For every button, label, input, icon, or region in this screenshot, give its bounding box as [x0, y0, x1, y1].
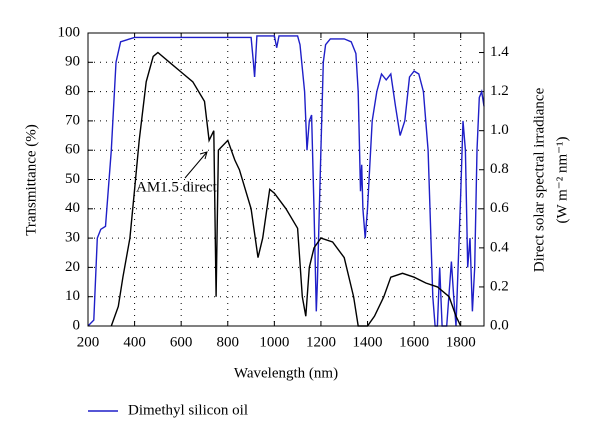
y2-tick-label: 1.0: [490, 122, 509, 138]
x-tick-label: 1800: [446, 334, 476, 350]
y2-tick-label: 1.2: [490, 83, 509, 99]
y-tick-label: 70: [65, 112, 80, 128]
y-tick-label: 30: [65, 230, 80, 246]
y2-tick-label: 0.8: [490, 161, 509, 177]
y-tick-label: 90: [65, 54, 80, 70]
x-tick-label: 1400: [353, 334, 383, 350]
x-tick-label: 200: [77, 334, 100, 350]
y-tick-label: 80: [65, 83, 80, 99]
y-tick-label: 100: [58, 24, 81, 40]
y2-tick-label: 0.6: [490, 200, 509, 216]
y-tick-label: 60: [65, 142, 80, 158]
x-tick-label: 1200: [306, 334, 336, 350]
y-axis-label: Transmittance (%): [23, 124, 39, 236]
x-tick-label: 400: [123, 334, 146, 350]
data-line: [110, 51, 462, 327]
y2-tick-label: 0.2: [490, 278, 509, 294]
x-axis-label: Wavelength (nm): [234, 365, 338, 381]
y-tick-label: 0: [73, 317, 81, 333]
y-tick-label: 40: [65, 200, 80, 216]
y2-axis-label: (W m⁻² nm⁻¹): [554, 136, 570, 223]
x-tick-label: 600: [170, 334, 193, 350]
y2-axis-label: Direct solar spectral irradiance: [531, 87, 547, 272]
y2-tick-label: 1.4: [490, 44, 509, 60]
y2-tick-label: 0.0: [490, 317, 509, 333]
y-tick-label: 10: [65, 288, 80, 304]
annotation-arrow: [184, 151, 208, 179]
data-line: [87, 35, 485, 327]
plot-frame: [87, 32, 485, 327]
x-tick-label: 800: [217, 334, 240, 350]
y-tick-label: 20: [65, 259, 80, 275]
annotation: AM1.5 direct: [136, 179, 218, 195]
legend-label: Dimethyl silicon oil: [128, 402, 248, 418]
x-tick-label: 1600: [399, 334, 429, 350]
y2-tick-label: 0.4: [490, 239, 509, 255]
x-tick-label: 1000: [259, 334, 289, 350]
y-tick-label: 50: [65, 171, 80, 187]
